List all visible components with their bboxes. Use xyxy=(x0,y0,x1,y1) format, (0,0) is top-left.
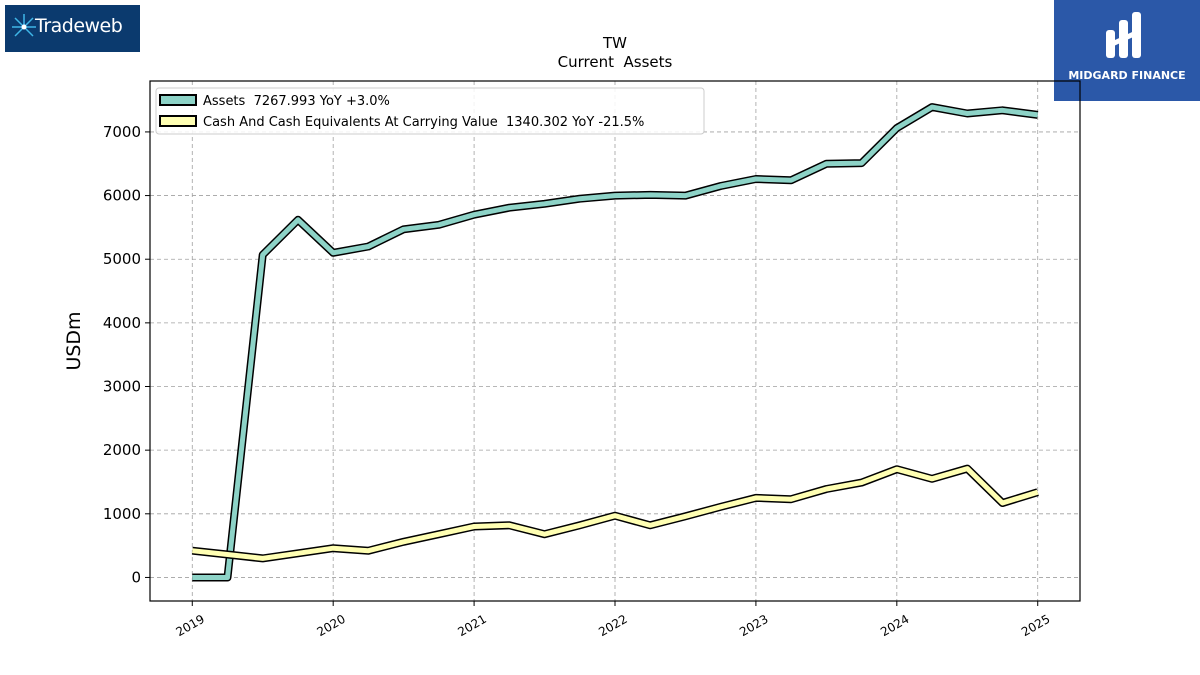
chart-title: TW xyxy=(602,34,627,52)
tradeweb-logo-text: Tradeweb xyxy=(35,15,123,37)
y-tick-label: 1000 xyxy=(103,505,141,523)
midgard-finance-logo-text: MIDGARD FINANCE xyxy=(1068,69,1186,82)
legend-box xyxy=(155,87,705,135)
legend-label-1: Cash And Cash Equivalents At Carrying Va… xyxy=(203,115,644,130)
y-tick-label: 3000 xyxy=(103,378,141,396)
y-tick-label: 4000 xyxy=(103,314,141,332)
y-tick-label: 7000 xyxy=(103,123,141,141)
starburst-icon xyxy=(12,14,36,37)
legend: Assets 7267.993 YoY +3.0% Cash And Cash E… xyxy=(155,87,705,135)
midgard-emblem-icon xyxy=(1106,12,1141,58)
y-axis: 0 1000 2000 3000 4000 5000 6000 7000 xyxy=(103,123,150,586)
legend-swatch-0 xyxy=(159,94,197,106)
series-line-0 xyxy=(192,104,1039,580)
x-tick-label: 2022 xyxy=(596,612,629,639)
y-axis-label: USDm xyxy=(63,311,85,370)
series-line-1 xyxy=(192,466,1039,561)
x-axis: 2019 2020 2021 2022 2023 2024 2025 xyxy=(174,601,1052,639)
series-layer xyxy=(191,103,1039,582)
x-tick-label: 2019 xyxy=(174,612,207,639)
x-tick-label: 2023 xyxy=(737,612,770,639)
x-tick-label: 2020 xyxy=(314,612,347,639)
x-tick-label: 2021 xyxy=(455,612,488,639)
y-tick-label: 2000 xyxy=(103,441,141,459)
grid-lines xyxy=(150,81,1080,601)
y-tick-label: 0 xyxy=(131,568,141,586)
tradeweb-logo: Tradeweb xyxy=(5,5,140,52)
x-tick-label: 2024 xyxy=(878,612,911,639)
y-tick-label: 5000 xyxy=(103,250,141,268)
chart-subtitle: Current Assets xyxy=(558,53,673,71)
midgard-finance-logo: MIDGARD FINANCE xyxy=(1054,0,1200,101)
legend-label-0: Assets 7267.993 YoY +3.0% xyxy=(203,94,390,109)
legend-swatch-1 xyxy=(159,115,197,127)
y-tick-label: 6000 xyxy=(103,187,141,205)
x-tick-label: 2025 xyxy=(1019,612,1052,639)
